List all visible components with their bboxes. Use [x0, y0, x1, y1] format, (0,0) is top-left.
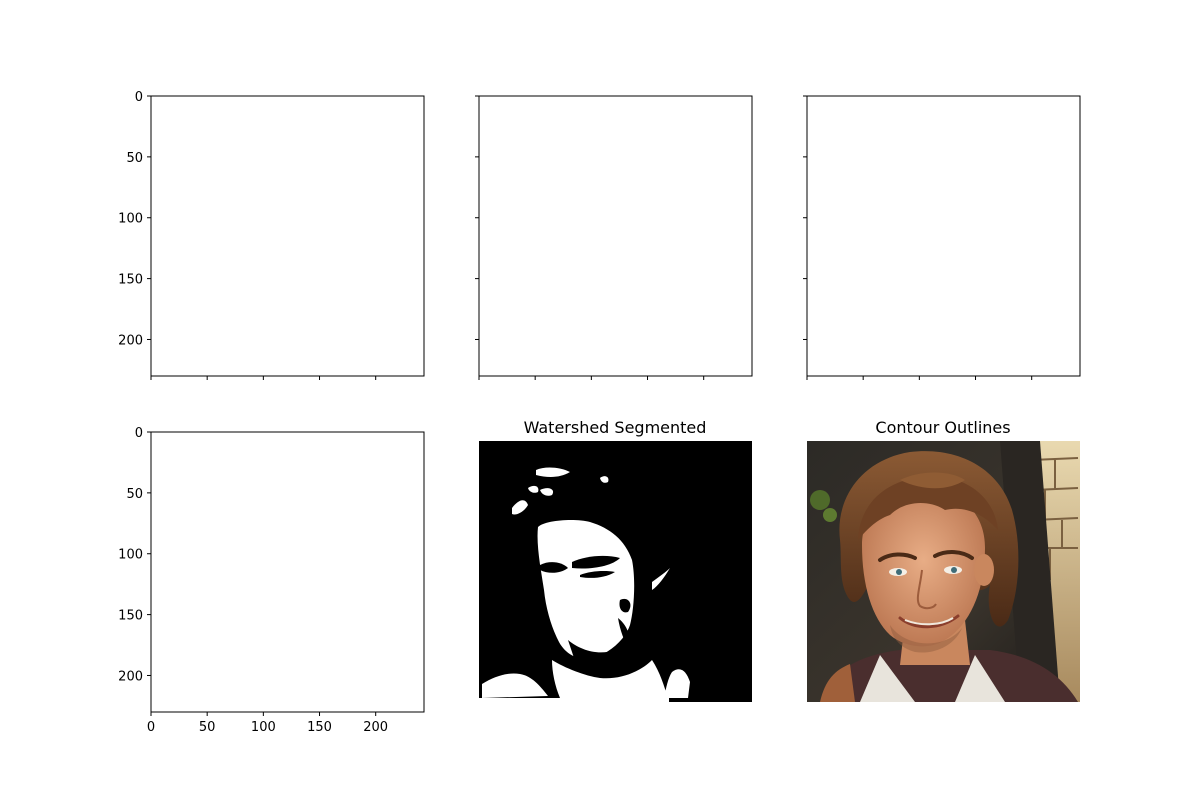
y-tick-label: 200 — [118, 669, 143, 684]
x-tick-label: 50 — [199, 720, 216, 735]
axes-contour-outlines: Contour Outlines — [807, 418, 1080, 702]
x-tick-label: 150 — [307, 720, 332, 735]
y-tick-label: 200 — [118, 333, 143, 348]
y-tick-label: 0 — [135, 90, 143, 105]
x-tick-label: 0 — [147, 720, 155, 735]
x-tick-label: 200 — [363, 720, 388, 735]
y-tick-label: 50 — [126, 487, 143, 502]
watershed-mask-image — [479, 441, 752, 702]
contour-title: Contour Outlines — [875, 418, 1010, 437]
y-tick-label: 150 — [118, 273, 143, 288]
y-tick-label: 50 — [126, 151, 143, 166]
y-tick-label: 150 — [118, 609, 143, 624]
axes-top-middle — [475, 95, 753, 380]
y-tick-label: 100 — [118, 212, 143, 227]
y-tick-label: 0 — [135, 426, 143, 441]
axes-top-left: 0 50 100 150 200 — [118, 90, 425, 380]
y-tick-label: 100 — [118, 548, 143, 563]
watershed-title: Watershed Segmented — [524, 418, 707, 437]
axes-watershed-segmented: Watershed Segmented — [479, 418, 752, 702]
x-tick-label: 100 — [251, 720, 276, 735]
contour-portrait-image — [807, 441, 1080, 702]
axes-top-right — [803, 95, 1081, 380]
axes-bottom-left: 0 50 100 150 200 0 50 100 150 200 — [118, 426, 425, 735]
